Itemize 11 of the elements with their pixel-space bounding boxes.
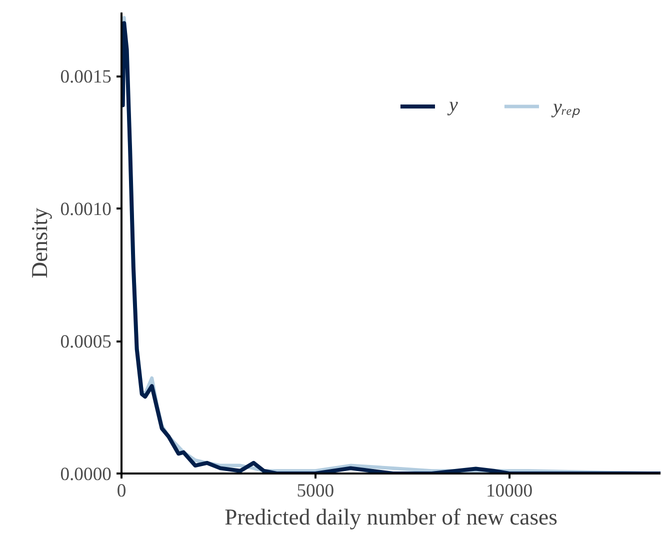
- y-tick-label: 0.0010: [60, 199, 112, 220]
- x-tick-label: 5000: [296, 480, 334, 502]
- y-axis-title: Density: [27, 207, 52, 278]
- x-tick-label: 10000: [486, 480, 533, 502]
- y-tick-label: 0.0005: [60, 332, 112, 353]
- y-tick-label: 0.0015: [60, 66, 112, 88]
- x-axis-title: Predicted daily number of new cases: [224, 504, 558, 530]
- y-tick-label: 0.0000: [60, 464, 112, 485]
- x-tick-label: 0: [116, 480, 126, 502]
- legend-label: y: [448, 94, 459, 117]
- legend-label: yᵣₑₚ: [552, 95, 580, 119]
